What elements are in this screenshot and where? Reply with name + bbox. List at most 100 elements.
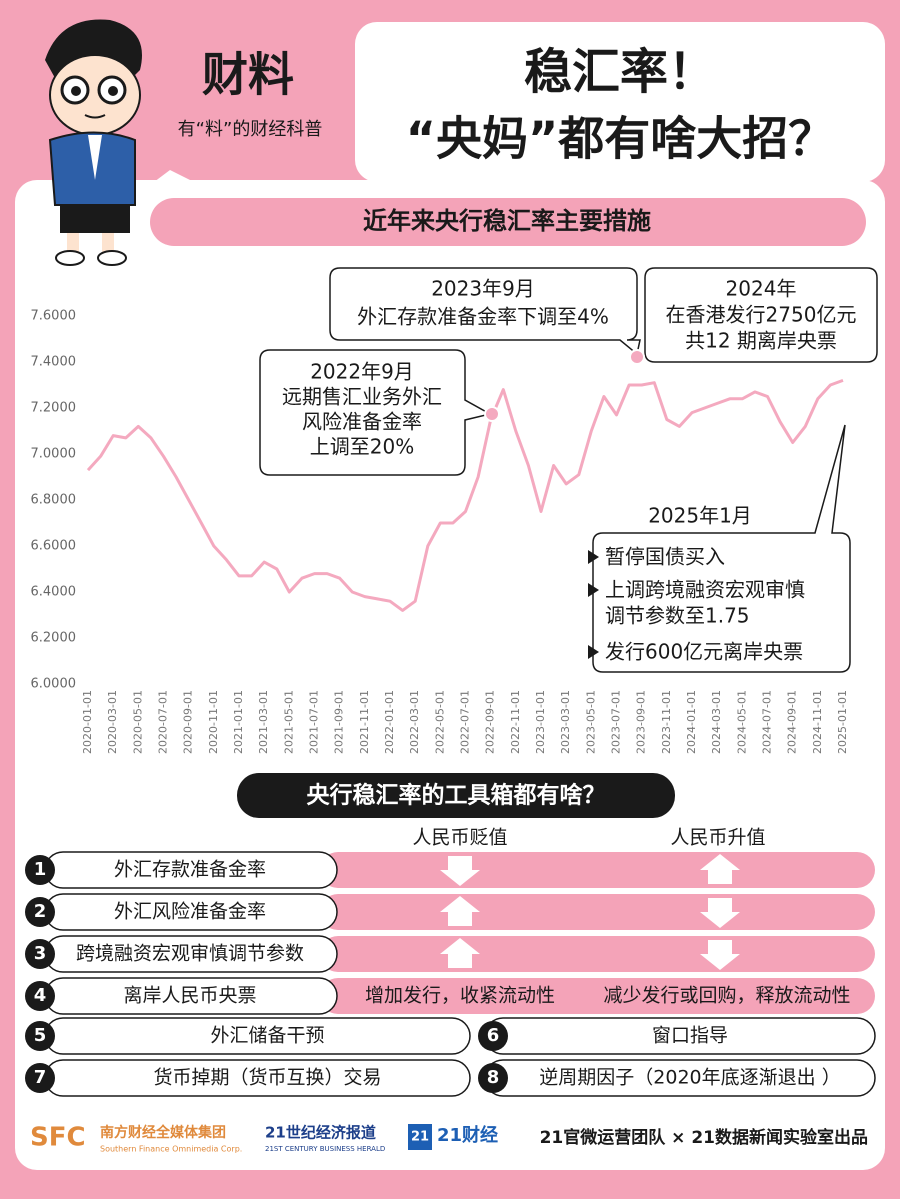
x-tick-label: 2022-09-01 xyxy=(484,690,497,754)
row-name: 外汇风险准备金率 xyxy=(114,901,266,923)
logo-text: Southern Finance Omnimedia Corp. xyxy=(100,1145,242,1154)
x-tick-label: 2022-01-01 xyxy=(383,690,396,754)
row-name: 外汇储备干预 xyxy=(210,1025,324,1047)
x-tick-label: 2024-11-01 xyxy=(811,690,824,754)
badge xyxy=(25,1021,55,1051)
y-tick-label: 6.8000 xyxy=(31,493,77,508)
row-name: 跨境融资宏观审慎调节参数 xyxy=(76,943,304,965)
badge-number: 7 xyxy=(34,1067,47,1088)
x-tick-label: 2021-01-01 xyxy=(232,690,245,754)
annotation-text: 上调至20% xyxy=(310,435,414,459)
badge-number: 8 xyxy=(487,1067,500,1088)
row-name: 货币掉期（货币互换）交易 xyxy=(153,1067,381,1089)
x-tick-label: 2023-01-01 xyxy=(534,690,547,754)
y-tick-label: 7.0000 xyxy=(31,447,77,462)
x-tick-label: 2024-05-01 xyxy=(735,690,748,754)
x-tick-label: 2025-01-01 xyxy=(836,690,849,754)
credit: 21官微运营团队 × 21数据新闻实验室出品 xyxy=(540,1127,868,1148)
badge-number: 1 xyxy=(34,859,47,880)
x-tick-label: 2020-07-01 xyxy=(157,690,170,754)
y-tick-label: 6.2000 xyxy=(31,631,77,646)
annotation-text: 暂停国债买入 xyxy=(605,545,725,569)
x-tick-label: 2021-03-01 xyxy=(257,690,270,754)
row-band xyxy=(320,894,875,930)
row-band xyxy=(320,978,875,1014)
annotation-text: 2024年 xyxy=(726,277,797,301)
badge xyxy=(25,855,55,885)
column-header: 人民币升值 xyxy=(670,827,765,849)
x-tick-label: 2022-11-01 xyxy=(509,690,522,754)
row-effect: 增加发行，收紧流动性 xyxy=(365,985,555,1007)
badge xyxy=(25,939,55,969)
x-tick-label: 2020-01-01 xyxy=(81,690,94,754)
x-tick-label: 2021-09-01 xyxy=(333,690,346,754)
badge xyxy=(478,1063,508,1093)
x-tick-label: 2022-07-01 xyxy=(459,690,472,754)
character xyxy=(45,19,142,266)
x-tick-label: 2021-05-01 xyxy=(282,690,295,754)
title: “央妈”都有啥大招？ xyxy=(406,112,834,166)
subtitle-pill xyxy=(150,198,866,246)
badge-number: 6 xyxy=(487,1025,500,1046)
row-band xyxy=(320,936,875,972)
toolbox-title: 央行稳汇率的工具箱都有啥？ xyxy=(307,782,606,809)
badge xyxy=(25,981,55,1011)
row-name: 窗口指导 xyxy=(652,1025,728,1047)
annotation-text: 发行600亿元离岸央票 xyxy=(605,640,803,664)
badge-number: 2 xyxy=(34,901,47,922)
row-name: 逆周期因子（2020年底逐渐退出 ） xyxy=(539,1067,840,1089)
line xyxy=(86,378,844,612)
x-tick-label: 2023-05-01 xyxy=(584,690,597,754)
annotation-text: 外汇存款准备金率下调至4% xyxy=(357,305,609,329)
logo-text: 21ST CENTURY BUSINESS HERALD xyxy=(265,1145,385,1153)
x-tick-label: 2023-11-01 xyxy=(660,690,673,754)
x-tick-label: 2021-11-01 xyxy=(358,690,371,754)
x-tick-label: 2020-03-01 xyxy=(106,690,119,754)
logo: 财料 xyxy=(202,48,294,102)
title-panel xyxy=(355,22,885,182)
logo-text: 21世纪经济报道 xyxy=(265,1124,376,1142)
subtitle: 近年来央行稳汇率主要措施 xyxy=(363,207,651,235)
logo-text: 南方财经全媒体集团 xyxy=(100,1124,226,1141)
annotation-text: 上调跨境融资宏观审慎 xyxy=(605,578,805,602)
logo-box xyxy=(408,1124,432,1150)
annotation-text: 远期售汇业务外汇 xyxy=(282,385,442,409)
column-header: 人民币贬值 xyxy=(412,827,507,849)
callout xyxy=(259,267,878,673)
annotation-text: 风险准备金率 xyxy=(302,410,422,434)
logo-text: 21财经 xyxy=(437,1124,498,1146)
slogan: 有“料”的财经科普 xyxy=(178,119,323,140)
title: 稳汇率！ xyxy=(524,44,716,100)
badge-number: 3 xyxy=(34,943,47,964)
badge xyxy=(25,897,55,927)
line-chart: 6.0000 6.2000 6.4000 6.6000 6.8000 7.0000 7.20… xyxy=(31,309,850,754)
y-tick-label: 7.4000 xyxy=(31,355,77,370)
x-tick-label: 2021-07-01 xyxy=(308,690,321,754)
y-tick-label: 6.4000 xyxy=(31,585,77,600)
annotation-text: 调节参数至1.75 xyxy=(605,604,750,628)
row-band xyxy=(320,852,875,888)
x-tick-label: 2020-05-01 xyxy=(131,690,144,754)
marker xyxy=(484,406,500,422)
y-tick-label: 7.6000 xyxy=(31,309,77,324)
x-tick-label: 2024-01-01 xyxy=(685,690,698,754)
speech-tail xyxy=(150,170,200,185)
y-tick-label: 7.2000 xyxy=(31,401,77,416)
annotation-text: 在香港发行2750亿元 xyxy=(666,303,857,327)
marker xyxy=(629,349,645,365)
x-tick-label: 2022-03-01 xyxy=(408,690,421,754)
logo-text: 21 xyxy=(411,1130,429,1145)
x-tick-label: 2020-09-01 xyxy=(182,690,195,754)
x-tick-label: 2022-05-01 xyxy=(433,690,446,754)
x-tick-label: 2024-07-01 xyxy=(761,690,774,754)
annotation-text: 2022年9月 xyxy=(310,360,414,384)
x-tick-label: 2023-09-01 xyxy=(635,690,648,754)
badge xyxy=(478,1021,508,1051)
toolbox-title-pill xyxy=(237,773,675,818)
annotation-text: 2025年1月 xyxy=(648,504,752,528)
x-tick-label: 2024-03-01 xyxy=(710,690,723,754)
annotation-text: 2023年9月 xyxy=(431,277,535,301)
badge xyxy=(25,1063,55,1093)
row-name: 离岸人民币央票 xyxy=(123,985,256,1007)
